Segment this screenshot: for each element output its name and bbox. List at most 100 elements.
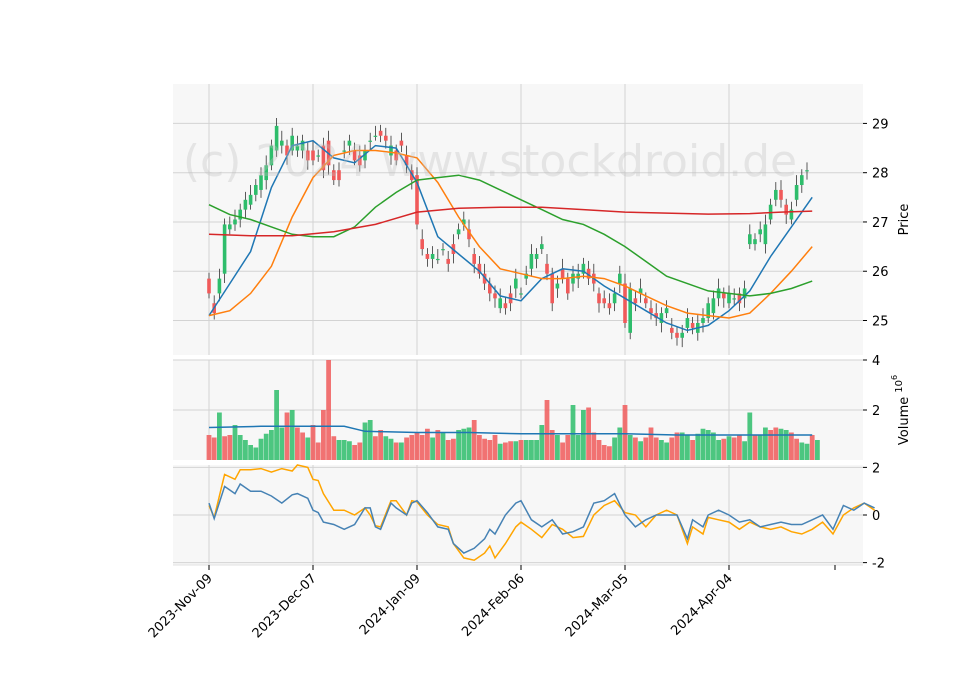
y-tick-label: 25 xyxy=(872,315,889,330)
volume-bar xyxy=(284,412,290,460)
candle-body xyxy=(664,308,669,314)
price-line-0 xyxy=(208,139,813,332)
volume-bar xyxy=(711,432,716,460)
volume-bar xyxy=(248,445,253,460)
volume-bar xyxy=(737,435,742,460)
y-tick-label: 0 xyxy=(872,509,880,524)
volume-bar xyxy=(445,440,451,460)
candle-body xyxy=(560,268,565,279)
candle-body xyxy=(311,150,315,161)
candle-body xyxy=(378,130,383,136)
x-tick-label: 2024-Jan-09 xyxy=(357,571,424,638)
volume-bar xyxy=(643,437,649,460)
candle-body xyxy=(680,332,684,338)
candle-body xyxy=(550,273,554,304)
volume-bar xyxy=(513,441,519,460)
panel-volume: 2 4 Volume106 xyxy=(173,354,912,460)
candle-body xyxy=(716,288,721,299)
y-tick-label: -2 xyxy=(872,557,885,572)
volume-bar xyxy=(279,427,285,460)
volume-bar xyxy=(497,443,503,460)
oscillator-line-0 xyxy=(208,464,876,562)
volume-bar xyxy=(258,438,264,460)
volume-bar xyxy=(783,430,789,460)
volume-bar xyxy=(617,427,623,460)
candle-body xyxy=(352,150,357,161)
volume-bar xyxy=(523,440,529,460)
volume-bar xyxy=(425,428,430,460)
volume-bar xyxy=(487,440,493,460)
volume-bar xyxy=(607,446,612,460)
candle-body xyxy=(519,293,523,295)
candle-body xyxy=(618,273,622,284)
volume-bar xyxy=(295,427,300,460)
candle-body xyxy=(638,288,643,294)
candle-body xyxy=(774,189,778,200)
volume-bar xyxy=(622,405,628,460)
volume-bar xyxy=(549,430,555,460)
volume-bar xyxy=(539,425,545,460)
candle-body xyxy=(217,278,222,294)
candle-body xyxy=(482,273,487,284)
candle-body xyxy=(394,150,398,161)
volume-bar xyxy=(263,433,269,460)
volume-bar xyxy=(789,432,794,460)
volume-bar xyxy=(289,410,295,460)
candle-body xyxy=(238,209,242,220)
candle-body xyxy=(784,204,788,215)
candle-body xyxy=(254,185,258,195)
candle-body xyxy=(524,273,528,279)
candle-body xyxy=(690,322,695,328)
candle-body xyxy=(612,293,617,304)
volume-bar xyxy=(742,441,747,460)
volume-bar xyxy=(315,442,321,460)
candle-body xyxy=(259,175,263,190)
candle-body xyxy=(228,224,232,230)
volume-bar xyxy=(336,440,342,460)
volume-bar xyxy=(601,445,607,460)
volume-bar xyxy=(633,437,638,460)
candle-body xyxy=(763,224,768,245)
volume-bar xyxy=(456,430,461,460)
oscillator-line-1 xyxy=(208,482,875,554)
volume-bar xyxy=(763,427,768,460)
candle-body xyxy=(602,298,606,304)
candle-body xyxy=(363,150,367,161)
candle-body xyxy=(368,140,372,142)
volume-bar xyxy=(451,438,456,460)
x-tick-label: 2024-Feb-06 xyxy=(459,571,528,640)
volume-bar xyxy=(217,412,222,460)
candle-body xyxy=(794,185,799,200)
volume-bar xyxy=(414,432,420,460)
candle-body xyxy=(280,140,284,146)
volume-bar xyxy=(627,435,633,460)
candle-body xyxy=(321,145,326,171)
volume-bar xyxy=(653,437,659,460)
candle-body xyxy=(607,303,612,309)
panel-price: 25 26 27 28 29 Price xyxy=(173,84,912,355)
candle-body xyxy=(644,298,648,304)
price-line-2 xyxy=(208,174,813,297)
candle-body xyxy=(706,303,710,319)
candle-body xyxy=(732,298,736,300)
volume-bar xyxy=(581,410,586,460)
candle-body xyxy=(373,135,378,137)
candle-body xyxy=(389,145,393,156)
volume-bar xyxy=(274,390,279,460)
candle-body xyxy=(462,219,466,225)
candle-body xyxy=(659,313,664,323)
candle-body xyxy=(441,249,445,251)
candle-body xyxy=(488,283,492,294)
volume-bar xyxy=(721,438,727,460)
candle-body xyxy=(477,263,482,274)
volume-bar xyxy=(253,447,259,460)
candle-body xyxy=(633,298,638,304)
candle-body xyxy=(800,175,804,186)
y-tick-label: 29 xyxy=(872,117,889,132)
candle-body xyxy=(566,278,570,294)
volume-bar xyxy=(269,430,274,460)
candle-body xyxy=(742,288,747,299)
volume-bar xyxy=(659,440,664,460)
volume-bar xyxy=(700,428,706,460)
volume-bar xyxy=(435,430,441,460)
